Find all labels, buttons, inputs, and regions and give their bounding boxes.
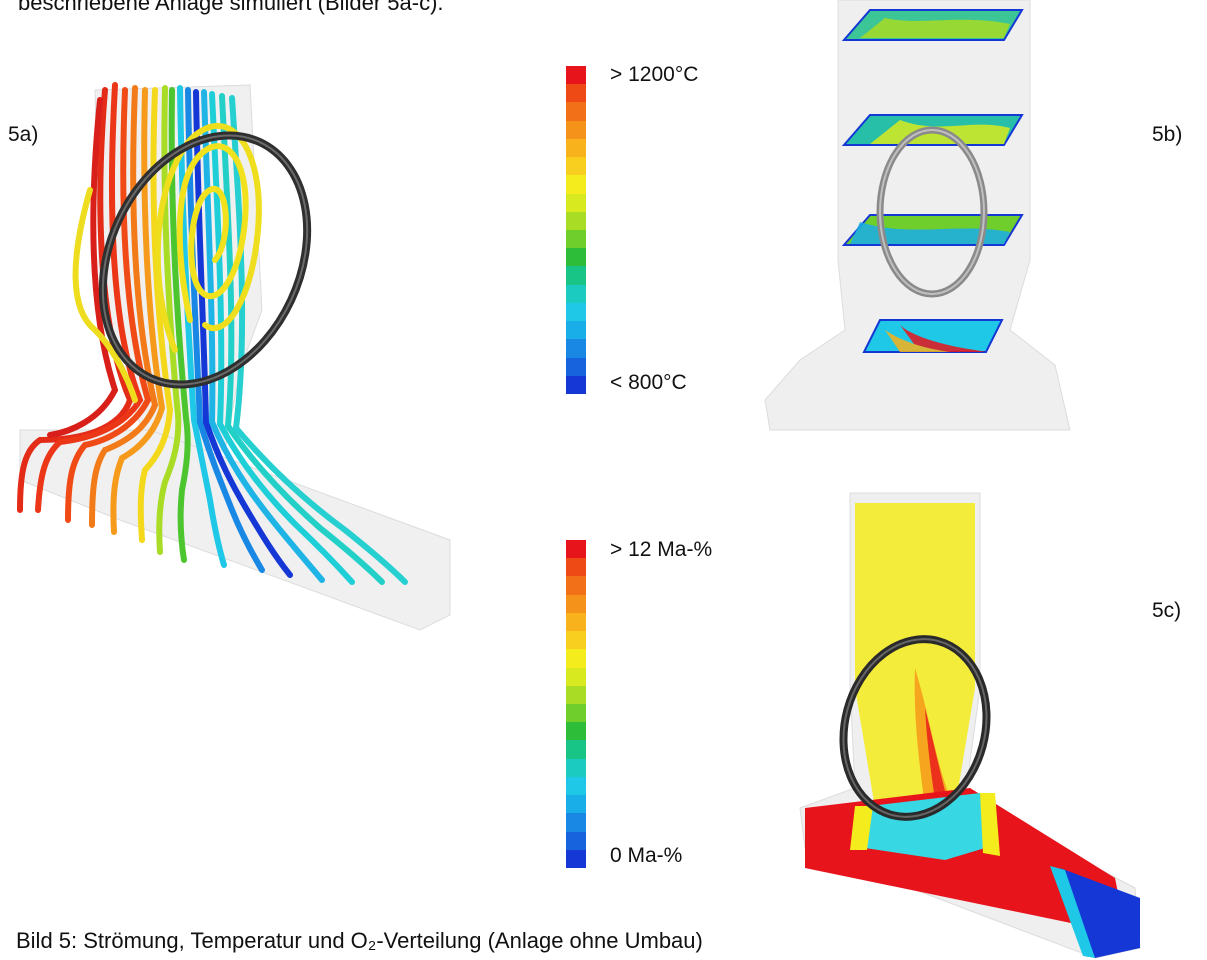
temperature-colorbar-swatch <box>566 66 586 85</box>
concentration-colorbar-swatch <box>566 758 586 777</box>
temperature-colorbar-swatch <box>566 84 586 103</box>
concentration-max-label: > 12 Ma-% <box>610 538 713 561</box>
concentration-colorbar <box>566 540 586 868</box>
concentration-colorbar-swatch <box>566 831 586 850</box>
header-text: beschriebene Anlage simuliert (Bilder 5a… <box>18 0 444 15</box>
panel-label-5c: 5c) <box>1152 599 1182 622</box>
concentration-colorbar-swatch <box>566 631 586 650</box>
temperature-colorbar-swatch <box>566 357 586 376</box>
concentration-colorbar-swatch <box>566 776 586 796</box>
temperature-colorbar-swatch <box>566 193 586 212</box>
temperature-min-label: < 800°C <box>610 371 687 394</box>
temperature-colorbar-swatch <box>566 229 586 249</box>
concentration-min-label: 0 Ma-% <box>610 844 683 867</box>
concentration-colorbar-swatch <box>566 540 586 559</box>
panel-label-5b: 5b) <box>1152 123 1183 146</box>
concentration-colorbar-swatch <box>566 740 586 759</box>
temperature-max-label: > 1200°C <box>610 63 699 86</box>
concentration-colorbar-swatch <box>566 594 586 613</box>
concentration-colorbar-swatch <box>566 849 586 868</box>
concentration-colorbar-swatch <box>566 685 586 704</box>
temperature-colorbar-swatch <box>566 211 586 230</box>
temperature-colorbar-swatch <box>566 266 586 285</box>
concentration-colorbar-swatch <box>566 612 586 632</box>
temperature-colorbar <box>566 66 586 394</box>
temperature-colorbar-swatch <box>566 284 586 303</box>
temperature-colorbar-swatch <box>566 175 586 194</box>
concentration-colorbar-swatch <box>566 667 586 686</box>
concentration-colorbar-swatch <box>566 576 586 595</box>
streamline-figure <box>17 82 451 631</box>
figure-caption: Bild 5: Strömung, Temperatur und O₂-Vert… <box>16 928 703 953</box>
concentration-colorbar-swatch <box>566 795 586 814</box>
temperature-slices-figure <box>764 0 1071 431</box>
panel-label-5a: 5a) <box>8 123 39 146</box>
temperature-colorbar-swatch <box>566 157 586 176</box>
temperature-colorbar-swatch <box>566 375 586 394</box>
concentration-colorbar-swatch <box>566 722 586 741</box>
temperature-colorbar-swatch <box>566 339 586 358</box>
temperature-colorbar-swatch <box>566 102 586 121</box>
o2-distribution-figure <box>799 492 1141 959</box>
temperature-colorbar-swatch <box>566 120 586 139</box>
temperature-colorbar-swatch <box>566 138 586 158</box>
concentration-colorbar-swatch <box>566 649 586 668</box>
temperature-colorbar-swatch <box>566 321 586 340</box>
temperature-colorbar-swatch <box>566 248 586 267</box>
concentration-colorbar-swatch <box>566 558 586 577</box>
concentration-colorbar-swatch <box>566 703 586 723</box>
temperature-colorbar-swatch <box>566 302 586 322</box>
concentration-colorbar-swatch <box>566 813 586 832</box>
